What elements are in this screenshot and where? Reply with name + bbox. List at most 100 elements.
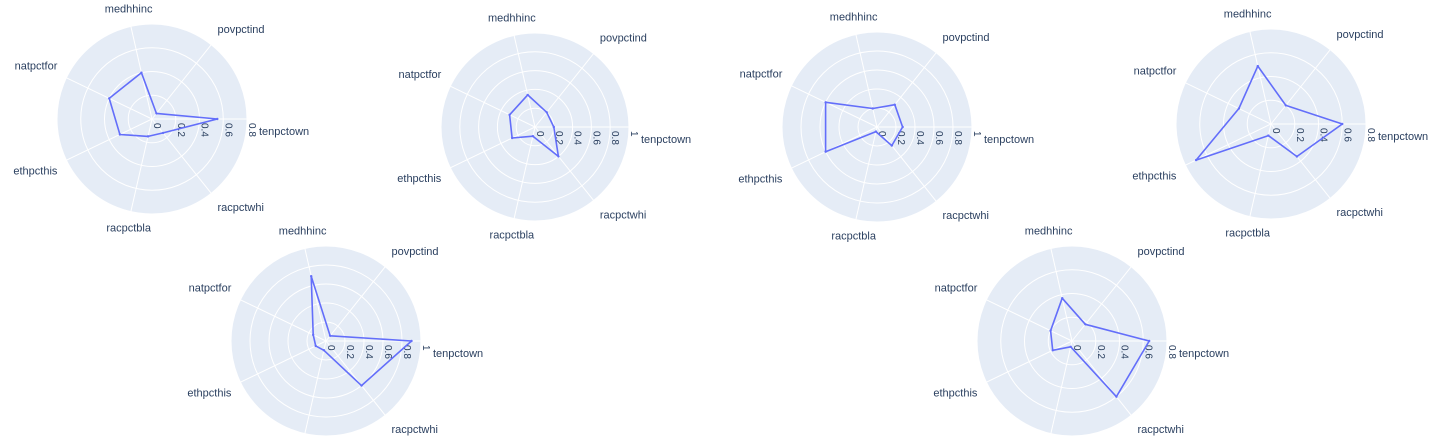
radial-tick-label: 0.2 bbox=[175, 123, 186, 137]
angular-axis-label: racpctbla bbox=[106, 222, 152, 234]
radar-series-line bbox=[108, 71, 219, 138]
radial-tick-label: 0.6 bbox=[382, 345, 393, 359]
radial-tick-label: 0 bbox=[876, 131, 887, 137]
angular-axis-label: tenpctown bbox=[433, 348, 483, 360]
radar-point bbox=[108, 97, 111, 100]
angular-axis-label: natpctfor bbox=[15, 60, 58, 72]
radar-point bbox=[824, 101, 827, 104]
radar-point bbox=[155, 112, 158, 115]
angular-axis-label: natpctfor bbox=[1134, 65, 1177, 77]
angular-axis-label: medhhinc bbox=[830, 12, 878, 24]
radar-point bbox=[1194, 158, 1198, 162]
radial-tick-label: 0.6 bbox=[933, 131, 944, 145]
radar-point bbox=[310, 274, 313, 278]
angular-gridline bbox=[1185, 82, 1272, 125]
angular-axis-label: ethpcthis bbox=[13, 166, 58, 178]
radial-tick-label: 1 bbox=[420, 345, 431, 351]
angular-gridline bbox=[240, 340, 327, 383]
angular-axis-label: povpctind bbox=[217, 24, 264, 36]
angular-gridline bbox=[1050, 248, 1073, 342]
radar-point bbox=[1256, 64, 1259, 68]
radar-point bbox=[322, 349, 326, 352]
radar-series-line bbox=[824, 101, 904, 153]
radial-tick-label: 0.2 bbox=[344, 345, 355, 359]
radar-point bbox=[901, 125, 904, 129]
angular-axis-label: natpctfor bbox=[740, 68, 783, 80]
angular-gridline bbox=[1050, 340, 1073, 434]
angular-gridline bbox=[450, 85, 536, 128]
radar-point bbox=[526, 93, 529, 97]
angular-axis-label: ethpcthis bbox=[187, 388, 232, 400]
angular-axis-label: povpctind bbox=[1336, 29, 1383, 41]
angular-gridline bbox=[534, 126, 594, 201]
radar-point bbox=[1237, 107, 1241, 110]
radial-tick-label: 0.8 bbox=[1166, 345, 1177, 359]
angular-gridline bbox=[1249, 123, 1272, 217]
angular-gridline bbox=[304, 340, 327, 434]
radar-point bbox=[874, 130, 878, 133]
radial-tick-label: 0.4 bbox=[199, 123, 210, 137]
angular-axis-label: racpctwhi bbox=[600, 209, 646, 221]
angular-axis-label: natpctfor bbox=[935, 282, 978, 294]
radar-point bbox=[893, 103, 896, 106]
radar-point bbox=[360, 384, 363, 387]
angular-axis-label: tenpctown bbox=[1378, 131, 1428, 143]
angular-axis-label: ethpcthis bbox=[1132, 171, 1177, 183]
angular-axis-label: ethpcthis bbox=[738, 174, 783, 186]
angular-gridline bbox=[130, 118, 153, 212]
radial-tick-label: 0.2 bbox=[553, 131, 564, 145]
radial-tick-label: 0.6 bbox=[590, 131, 601, 145]
radial-tick-label: 0.4 bbox=[572, 131, 583, 145]
angular-gridline bbox=[534, 53, 594, 128]
angular-axis-label: medhhinc bbox=[279, 226, 327, 238]
radar-point bbox=[1069, 345, 1072, 348]
radial-tick-label: 0.6 bbox=[1341, 128, 1352, 142]
radial-tick-label: 0.8 bbox=[952, 131, 963, 145]
radar-point bbox=[557, 155, 560, 158]
angular-gridline bbox=[1270, 49, 1331, 125]
radial-tick-label: 0.8 bbox=[1365, 128, 1376, 142]
radar-point bbox=[1147, 339, 1151, 343]
angular-gridline bbox=[986, 299, 1073, 342]
radial-tick-label: 0.6 bbox=[222, 123, 233, 137]
angular-axis-label: povpctind bbox=[942, 32, 989, 44]
angular-axis-label: racpctbla bbox=[831, 230, 877, 242]
angular-axis-label: tenpctown bbox=[259, 126, 309, 138]
radar-point bbox=[1049, 329, 1052, 332]
angular-gridline bbox=[855, 34, 878, 128]
radar-series-line bbox=[1195, 65, 1344, 161]
radar-point bbox=[1061, 296, 1064, 300]
radial-tick-label: 0.8 bbox=[401, 345, 412, 359]
angular-gridline bbox=[876, 126, 937, 202]
angular-gridline bbox=[986, 340, 1073, 383]
angular-gridline bbox=[325, 266, 386, 342]
radar-point bbox=[1051, 349, 1054, 352]
radar-point bbox=[508, 113, 511, 116]
radar-series-line bbox=[1049, 297, 1150, 398]
radar-point bbox=[1084, 323, 1087, 326]
radar-point bbox=[552, 125, 555, 129]
radar-point bbox=[314, 344, 317, 348]
angular-gridline bbox=[151, 44, 212, 120]
angular-axis-label: racpctwhi bbox=[1137, 424, 1183, 436]
radial-tick-label: 0.4 bbox=[914, 131, 925, 145]
radar-series-line bbox=[508, 94, 560, 158]
angular-gridline bbox=[1249, 31, 1272, 125]
angular-gridline bbox=[791, 85, 878, 128]
angular-axis-label: povpctind bbox=[1137, 246, 1184, 258]
radar-subplot: 0 0.2 0.4 0.6 0.8 tenpctown povpctind medhhinc n… bbox=[13, 4, 309, 235]
radial-tick-label: 0.2 bbox=[1095, 345, 1106, 359]
angular-axis-label: medhhinc bbox=[105, 4, 153, 16]
radar-point bbox=[161, 131, 165, 135]
angular-gridline bbox=[450, 126, 536, 169]
radial-tick-label: 0.2 bbox=[1294, 128, 1305, 142]
angular-gridline bbox=[1071, 266, 1132, 342]
radial-tick-label: 0.8 bbox=[609, 131, 620, 145]
radar-point bbox=[140, 71, 143, 74]
angular-axis-label: natpctfor bbox=[398, 69, 441, 81]
angular-axis-label: racpctwhi bbox=[217, 202, 263, 214]
radar-point bbox=[146, 135, 150, 138]
angular-axis-label: natpctfor bbox=[189, 282, 232, 294]
